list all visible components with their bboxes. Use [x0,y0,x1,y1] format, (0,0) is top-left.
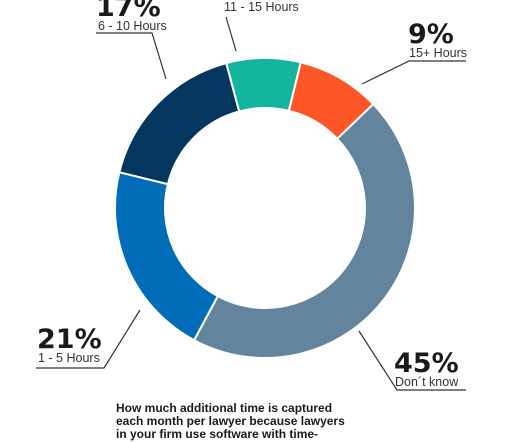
category-label-6-10-hours: 6 - 10 Hours [98,19,167,33]
caption-line-3: in your firm use software with time- [116,427,319,441]
percent-label-dont-know: 45% [394,348,459,379]
chart-caption: How much additional time is captured eac… [116,402,416,441]
category-label-11-15-hours: 11 - 15 Hours [224,0,299,14]
caption-line-2: each month per lawyer because lawyers [116,414,345,428]
leader-line-dont-know [358,330,466,391]
category-label-15-plus-hours: 15+ Hours [409,46,467,60]
leader-line-11-15-hours [225,16,237,52]
slice-1-5-hours [114,171,220,342]
leader-line-15-plus-hours [361,60,466,85]
leader-line-6-10-hours [96,32,167,80]
percent-label-6-10-hours: 17% [96,0,161,23]
leader-line-1-5-hours [36,309,141,369]
category-label-dont-know: Don´t know [395,375,459,389]
slice-6-10-hours [118,61,241,186]
caption-line-1: How much additional time is captured [116,401,333,415]
percent-label-1-5-hours: 21% [37,324,102,355]
slice-don-t-know [192,102,416,359]
donut-slices [114,57,416,359]
category-label-1-5-hours: 1 - 5 Hours [38,351,100,365]
percent-label-15-plus-hours: 9% [408,19,454,50]
